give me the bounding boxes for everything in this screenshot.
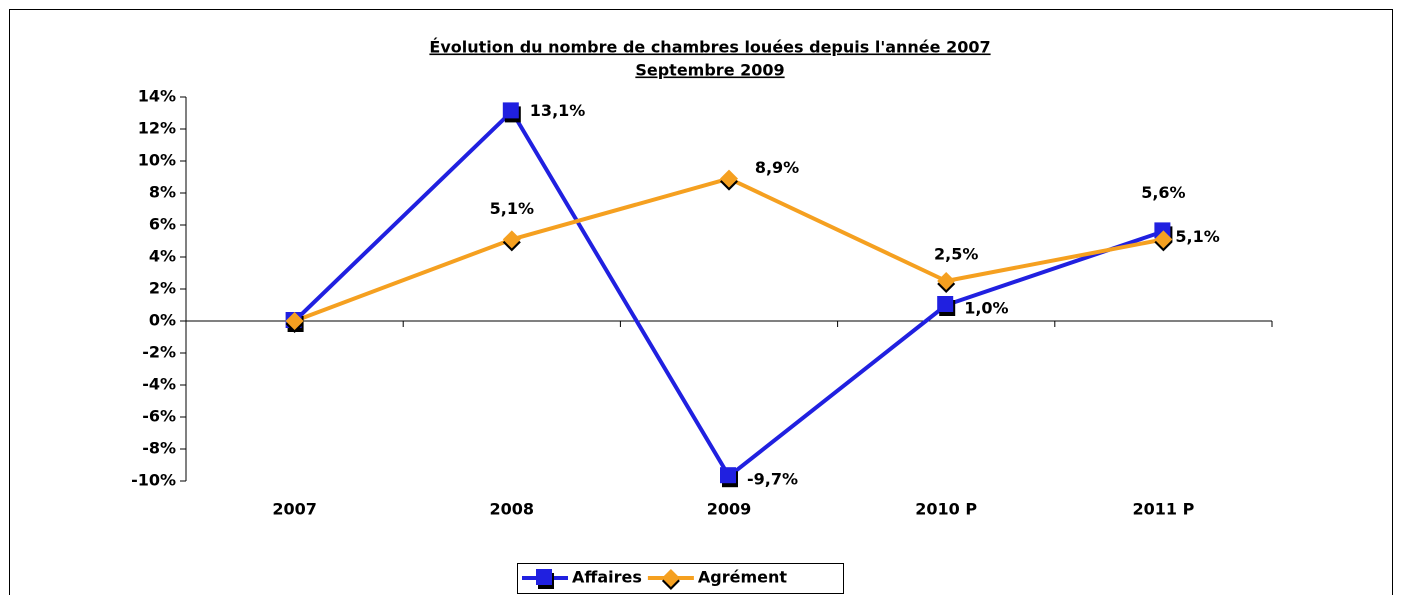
marker <box>720 467 736 484</box>
marker <box>1154 230 1173 249</box>
x-tick-label: 2009 <box>707 500 752 519</box>
y-tick-label: -8% <box>142 439 176 458</box>
series-line <box>293 109 1165 479</box>
legend-marker <box>536 569 552 585</box>
y-tick-label: 10% <box>138 151 176 170</box>
y-tick-label: 14% <box>138 87 176 106</box>
marker <box>937 296 954 312</box>
marker <box>502 230 521 249</box>
chart-border <box>9 9 1393 595</box>
data-label: 2,5% <box>934 245 978 264</box>
data-label: 5,6% <box>1141 183 1185 202</box>
x-tick-label: 2010 P <box>915 500 977 519</box>
chart-title: Évolution du nombre de chambres louées d… <box>429 38 990 57</box>
y-tick-label: 4% <box>149 247 176 266</box>
data-label: 8,9% <box>755 158 799 177</box>
data-label: 13,1% <box>530 101 586 120</box>
marker <box>285 312 304 330</box>
marker <box>720 169 738 188</box>
y-tick-label: -4% <box>142 375 176 394</box>
data-label: 5,1% <box>490 199 534 218</box>
y-tick-label: -6% <box>142 407 176 426</box>
y-tick-label: 8% <box>149 183 176 202</box>
x-tick-label: 2007 <box>272 500 317 519</box>
x-tick-label: 2008 <box>490 500 535 519</box>
marker <box>502 102 519 119</box>
y-tick-label: 2% <box>149 279 176 298</box>
y-tick-label: 12% <box>138 119 176 138</box>
y-tick-label: 0% <box>149 311 176 330</box>
y-tick-label: -2% <box>142 343 176 362</box>
data-label: -9,7% <box>747 470 798 489</box>
x-tick-label: 2011 P <box>1132 500 1194 519</box>
data-label: 5,1% <box>1175 227 1219 246</box>
y-tick-label: 6% <box>149 215 176 234</box>
marker <box>937 272 956 290</box>
series-line <box>293 176 1164 323</box>
legend-marker <box>661 569 680 587</box>
chart-subtitle: Septembre 2009 <box>635 61 784 80</box>
data-label: 1,0% <box>964 299 1008 318</box>
legend-label: Agrément <box>698 568 787 587</box>
legend-label: Affaires <box>572 568 642 587</box>
y-tick-label: -10% <box>131 471 176 490</box>
